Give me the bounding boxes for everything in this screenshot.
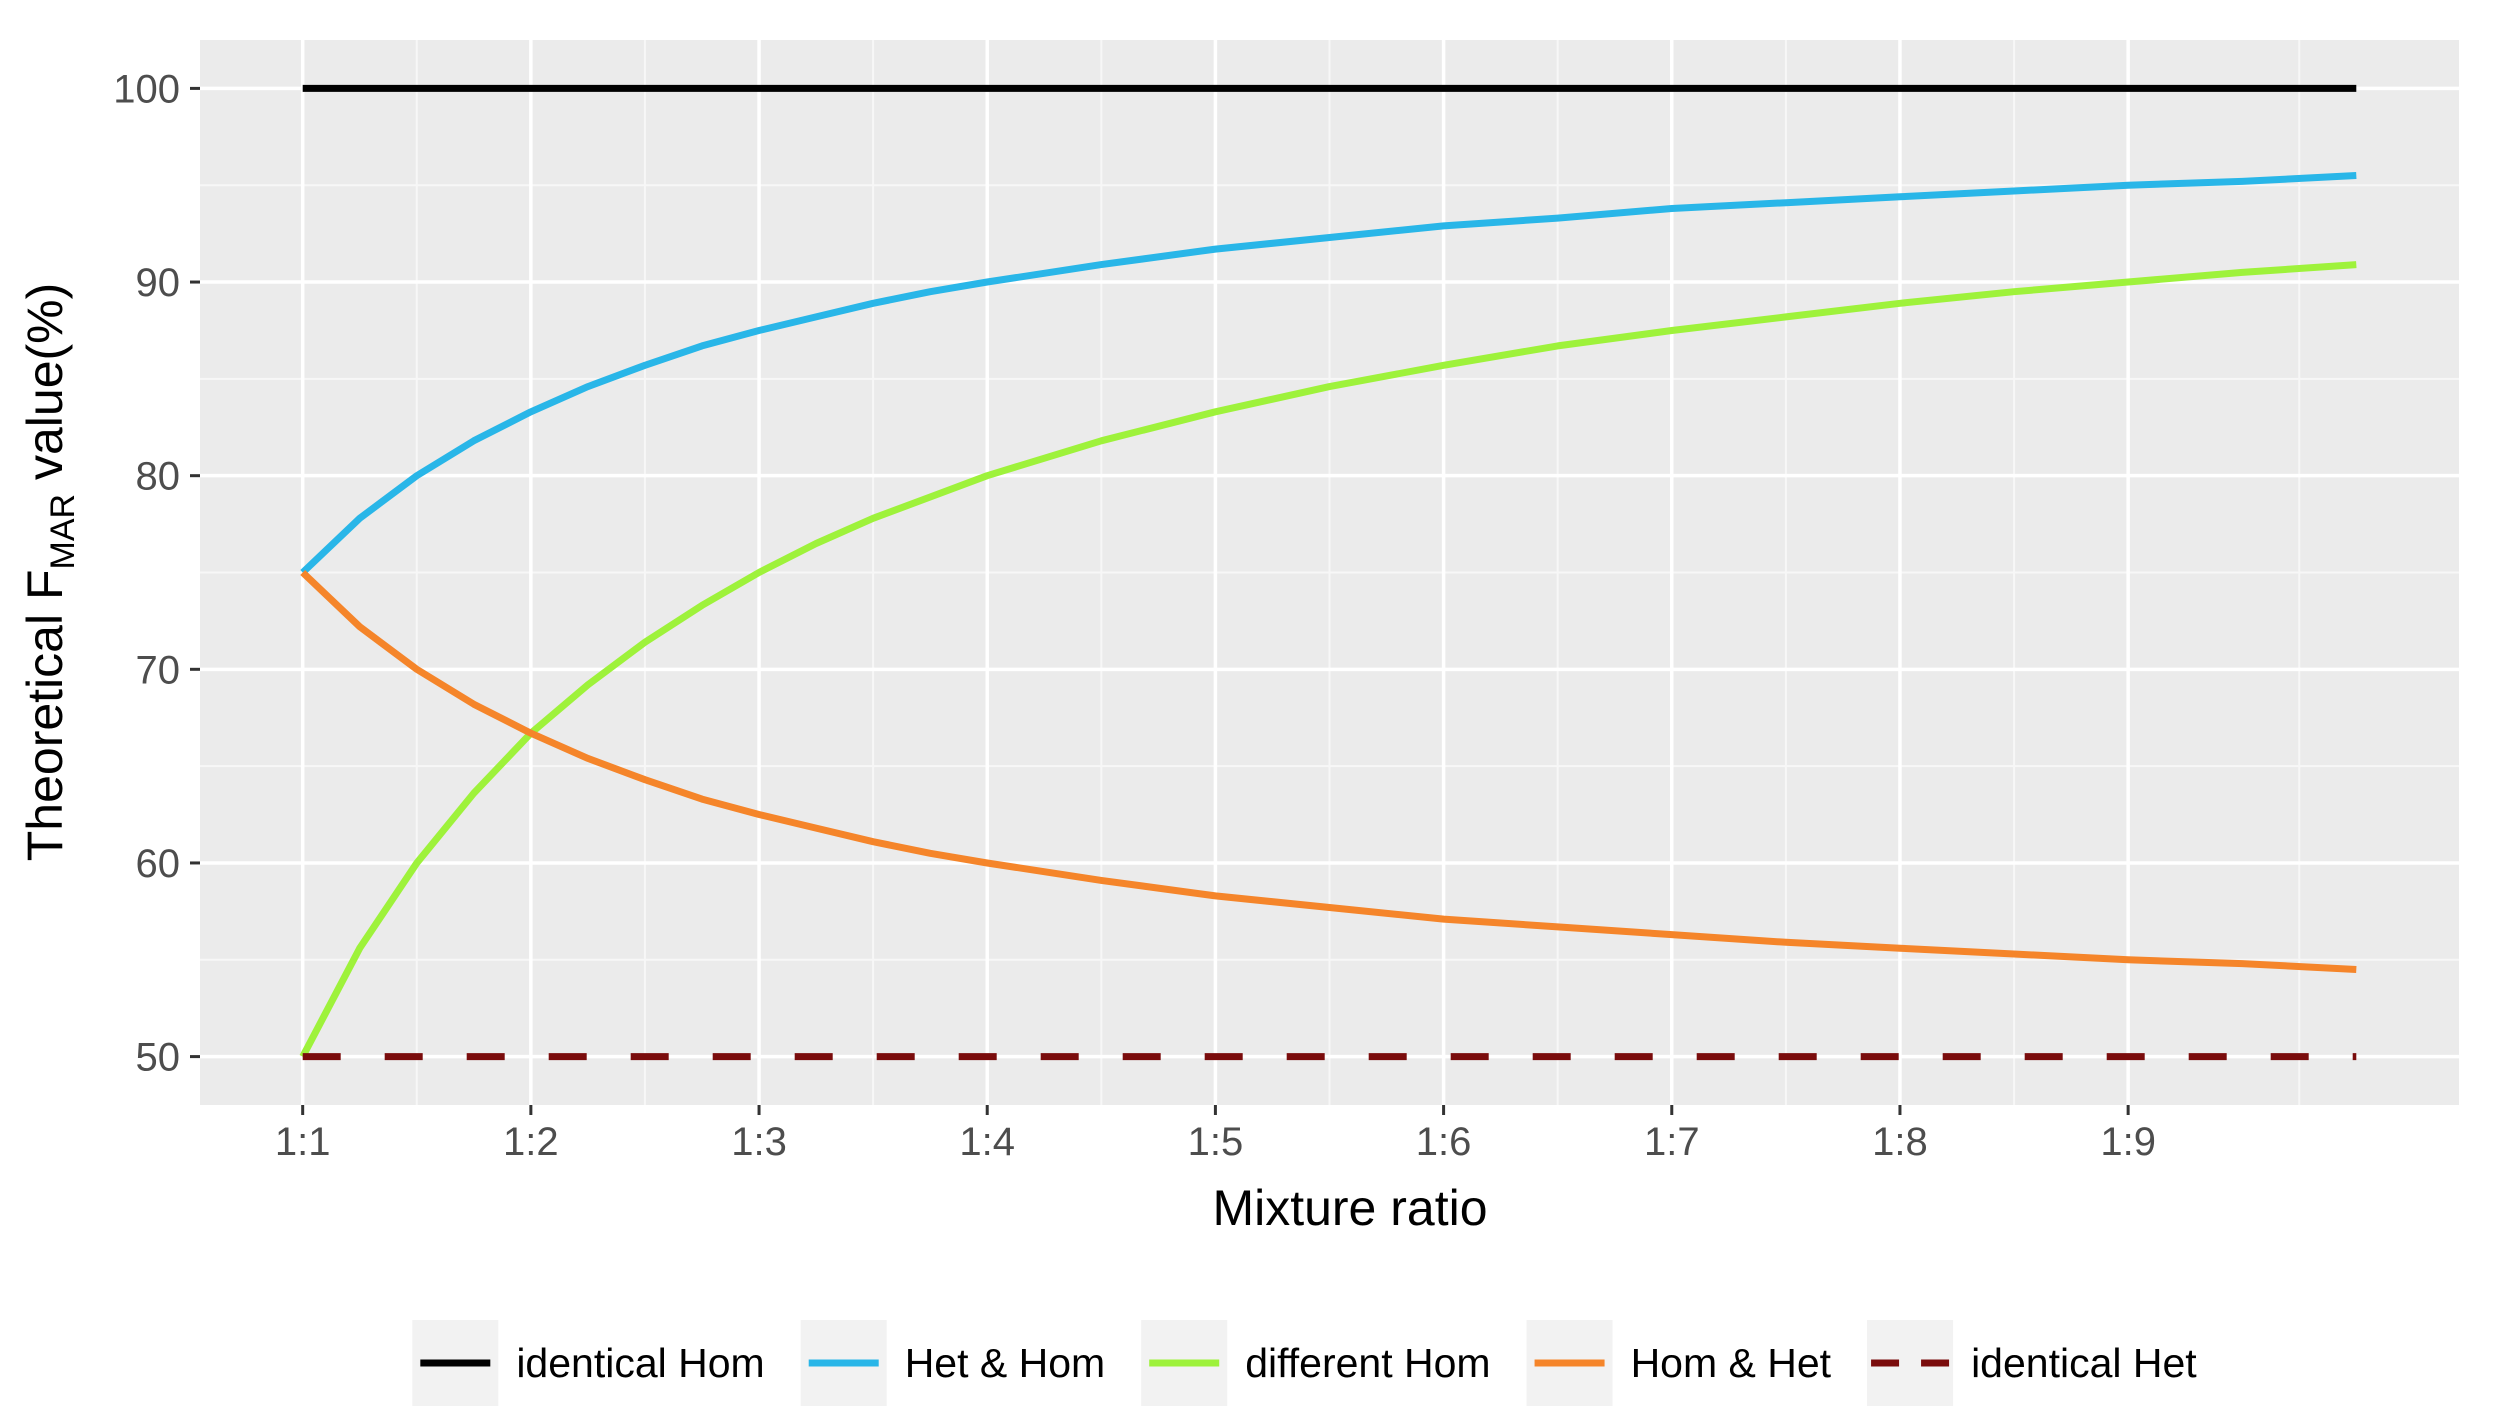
legend-label: Hom & Het [1631, 1340, 1832, 1386]
x-tick-label: 1:7 [1644, 1120, 1700, 1164]
y-tick-label: 70 [136, 648, 181, 692]
x-tick-label: 1:3 [731, 1120, 787, 1164]
series-line-het-hom [300, 172, 2357, 576]
legend-label: Het & Hom [905, 1340, 1106, 1386]
legend-item: different Hom [1141, 1320, 1491, 1406]
legend-item: identical Hom [412, 1320, 765, 1406]
y-tick-label: 100 [113, 67, 180, 111]
x-tick-label: 1:9 [2100, 1120, 2156, 1164]
legend-label: identical Het [1971, 1340, 2197, 1386]
legend: identical Hom Het & Hom different Hom Hom &… [412, 1320, 2197, 1406]
y-tick-label: 60 [136, 842, 181, 886]
x-tick-label: 1:6 [1416, 1120, 1472, 1164]
y-tick-label: 80 [136, 455, 181, 499]
series-line-hom-het [300, 569, 2357, 973]
y-axis-title: Theoretical FMAR value(%) [17, 283, 82, 862]
x-tick-label: 1:1 [275, 1120, 331, 1164]
y-tick-label: 90 [136, 261, 181, 305]
y-axis-title-suffix: value(%) [17, 283, 73, 494]
x-tick-label: 1:2 [503, 1120, 559, 1164]
y-axis-title-prefix: Theoretical F [17, 569, 73, 861]
series-lines [299, 84, 2357, 1061]
legend-item: Hom & Het [1526, 1320, 1832, 1406]
x-axis-title: Mixture ratio [1212, 1180, 1487, 1236]
legend-item: identical Het [1867, 1320, 2197, 1406]
y-axis-title-subscript: MAR [44, 494, 82, 570]
y-tick-label: 50 [136, 1036, 181, 1080]
legend-label: identical Hom [516, 1340, 764, 1386]
x-axis: 1:1 1:2 1:3 1:4 1:5 1:6 1:7 1:8 1:9 [275, 1105, 2156, 1164]
legend-label: different Hom [1245, 1340, 1490, 1386]
x-tick-label: 1:8 [1872, 1120, 1928, 1164]
x-tick-label: 1:5 [1188, 1120, 1244, 1164]
legend-item: Het & Hom [800, 1320, 1106, 1406]
x-tick-label: 1:4 [959, 1120, 1015, 1164]
y-axis: 50 60 70 80 90 100 [113, 67, 200, 1080]
